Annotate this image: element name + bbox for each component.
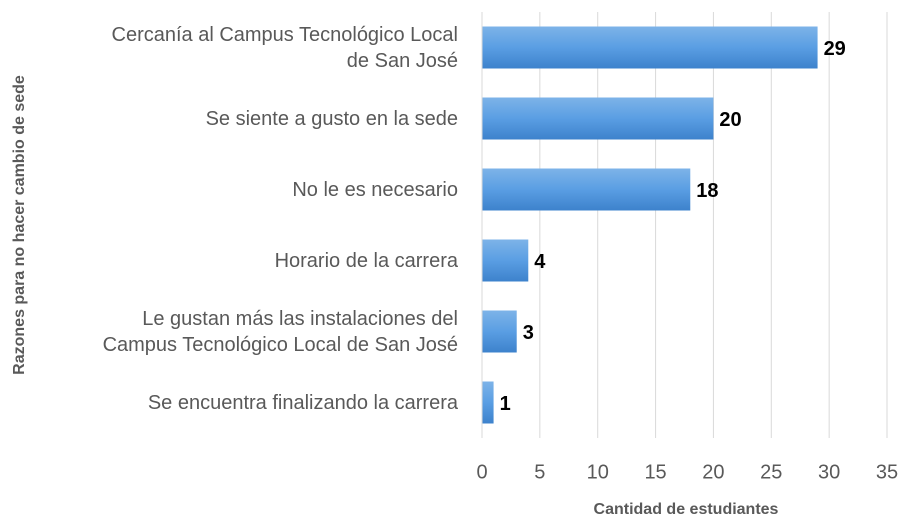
bar bbox=[482, 239, 529, 282]
data-label: 3 bbox=[523, 322, 534, 344]
x-tick-label: 10 bbox=[587, 461, 609, 483]
y-tick-label: No le es necesario bbox=[292, 178, 458, 201]
y-tick-label: Se siente a gusto en la sede bbox=[205, 107, 458, 130]
x-axis-title: Cantidad de estudiantes bbox=[594, 501, 779, 518]
x-tick-label: 30 bbox=[818, 461, 840, 483]
bar bbox=[482, 168, 691, 211]
bar bbox=[482, 381, 494, 424]
data-label: 1 bbox=[500, 393, 511, 415]
x-tick-label: 5 bbox=[534, 461, 545, 483]
bar bbox=[482, 97, 714, 140]
data-label: 20 bbox=[719, 109, 741, 131]
bar bbox=[482, 310, 517, 353]
x-tick-label: 25 bbox=[760, 461, 782, 483]
y-tick-label: Se encuentra finalizando la carrera bbox=[147, 391, 458, 414]
y-tick-label: Horario de la carrera bbox=[274, 249, 458, 272]
data-label: 4 bbox=[534, 251, 546, 273]
y-tick-label: Le gustan más las instalaciones del Camp… bbox=[102, 307, 458, 356]
bar bbox=[482, 26, 818, 69]
y-tick-label: Cercanía al Campus Tecnológico Local de … bbox=[111, 23, 459, 72]
y-axis-title: Razones para no hacer cambio de sede bbox=[11, 75, 28, 375]
x-tick-label: 35 bbox=[876, 461, 898, 483]
data-label: 29 bbox=[824, 38, 846, 60]
x-tick-label: 0 bbox=[476, 461, 487, 483]
x-tick-label: 20 bbox=[702, 461, 724, 483]
data-label: 18 bbox=[696, 180, 718, 202]
x-tick-label: 15 bbox=[644, 461, 666, 483]
